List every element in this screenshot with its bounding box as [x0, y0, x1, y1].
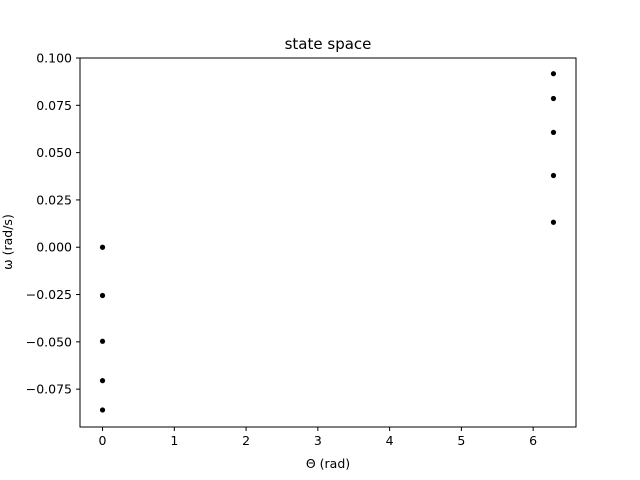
plot-area	[99, 71, 557, 413]
x-axis-label: Θ (rad)	[306, 456, 350, 471]
data-point-1	[99, 292, 106, 299]
x-axis: 0 1 2 3 4 5 6	[99, 427, 537, 448]
chart-title: state space	[285, 35, 372, 53]
data-point-6	[550, 95, 557, 102]
x-tick-label: 0	[99, 433, 107, 448]
axes-frame	[79, 57, 577, 428]
data-point-4	[99, 407, 106, 413]
data-point-2	[99, 338, 106, 344]
y-axis-label: ω (rad/s)	[0, 214, 15, 270]
y-tick-label: 0.075	[36, 98, 72, 113]
x-tick-label: 4	[386, 433, 394, 448]
x-tick-label: 5	[457, 433, 465, 448]
y-tick-label: −0.075	[26, 382, 72, 397]
x-tick-label: 6	[529, 433, 537, 448]
x-tick-label: 3	[314, 433, 322, 448]
y-tick-label: 0.050	[36, 145, 72, 160]
x-tick-label: 2	[242, 433, 250, 448]
data-point-0	[99, 244, 106, 250]
y-tick-label: 0.000	[36, 240, 72, 255]
data-point-3	[99, 378, 106, 384]
y-tick-label: 0.025	[36, 192, 72, 207]
data-point-9	[550, 219, 557, 225]
y-axis: −0.075 −0.050 −0.025 0.000 0.025 0.050 0.075 0.…	[26, 51, 80, 397]
y-tick-label: −0.025	[26, 287, 72, 302]
y-tick-label: −0.050	[26, 334, 72, 349]
data-point-5	[550, 71, 557, 77]
x-tick-label: 1	[170, 433, 178, 448]
data-point-7	[550, 129, 557, 135]
data-point-8	[550, 172, 557, 179]
y-tick-label: 0.100	[36, 51, 72, 66]
